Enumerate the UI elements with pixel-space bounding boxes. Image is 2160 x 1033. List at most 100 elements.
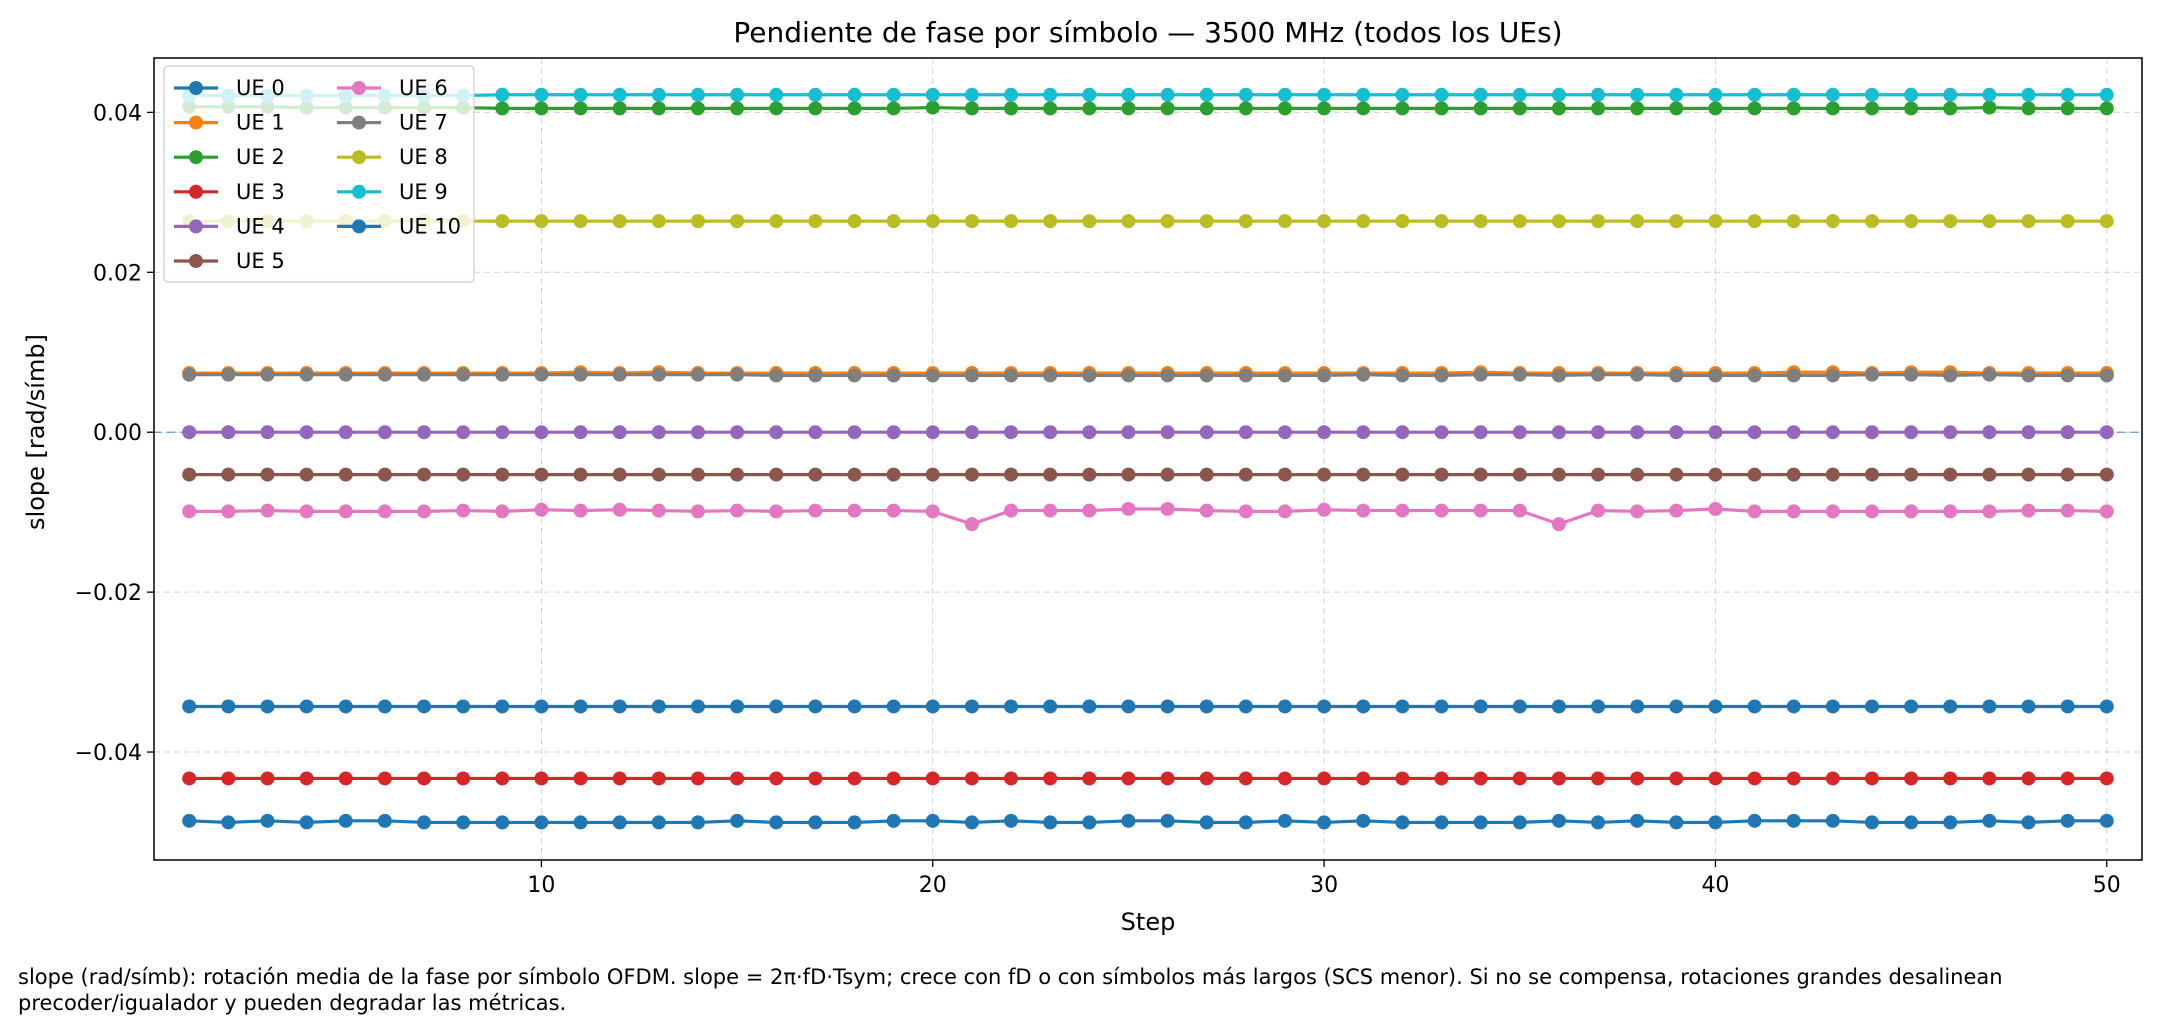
data-point <box>1825 699 1840 714</box>
data-point <box>2021 101 2036 116</box>
data-point <box>1043 771 1058 786</box>
legend-item: UE 5 <box>174 249 285 273</box>
data-point <box>964 101 979 116</box>
data-point <box>1238 368 1253 383</box>
data-point <box>612 214 627 229</box>
data-point <box>612 87 627 102</box>
data-point <box>1786 368 1801 383</box>
legend-label: UE 0 <box>236 76 285 100</box>
data-point <box>182 367 197 382</box>
data-point <box>1982 367 1997 382</box>
data-point <box>1512 503 1527 518</box>
data-point <box>456 367 471 382</box>
data-point <box>1512 87 1527 102</box>
data-point <box>612 771 627 786</box>
data-point <box>690 214 705 229</box>
series-line <box>189 93 2107 98</box>
data-point <box>1473 699 1488 714</box>
data-point <box>260 813 275 828</box>
data-point <box>1199 368 1214 383</box>
data-point <box>1708 815 1723 830</box>
data-point <box>2021 87 2036 102</box>
data-point <box>1082 771 1097 786</box>
y-tick-label: 0.00 <box>93 421 142 446</box>
data-point <box>2060 813 2075 828</box>
legend-swatch-marker <box>352 219 366 234</box>
data-point <box>1473 87 1488 102</box>
data-point <box>1082 368 1097 383</box>
data-point <box>651 214 666 229</box>
data-point <box>1160 101 1175 116</box>
data-point <box>1356 467 1371 482</box>
data-point <box>808 771 823 786</box>
data-point <box>1669 214 1684 229</box>
data-point <box>730 771 745 786</box>
legend-item: UE 1 <box>174 111 285 135</box>
data-point <box>847 368 862 383</box>
data-point <box>1669 368 1684 383</box>
data-point <box>1160 813 1175 828</box>
legend-label: UE 9 <box>399 180 448 204</box>
data-point <box>1669 503 1684 518</box>
data-point <box>2021 214 2036 229</box>
legend-label: UE 7 <box>399 111 448 135</box>
data-point <box>2021 699 2036 714</box>
data-point <box>2099 87 2114 102</box>
data-point <box>1943 425 1958 440</box>
data-point <box>2060 101 2075 116</box>
legend-label: UE 2 <box>236 145 285 169</box>
data-point <box>182 504 197 519</box>
series-ue-3 <box>182 771 2114 786</box>
data-point <box>1395 214 1410 229</box>
data-point <box>573 699 588 714</box>
data-point <box>2021 503 2036 518</box>
legend-item: UE 9 <box>337 180 448 204</box>
data-point <box>534 467 549 482</box>
data-point <box>221 467 236 482</box>
legend-label: UE 1 <box>236 111 285 135</box>
series-ue-6 <box>182 501 2114 532</box>
data-point <box>299 425 314 440</box>
data-point <box>1277 699 1292 714</box>
data-point <box>1395 87 1410 102</box>
data-point <box>925 100 940 115</box>
data-point <box>1473 771 1488 786</box>
data-point <box>886 101 901 116</box>
data-point <box>1199 425 1214 440</box>
data-point <box>1551 87 1566 102</box>
data-point <box>417 815 432 830</box>
data-point <box>1708 214 1723 229</box>
data-point <box>690 815 705 830</box>
data-point <box>1121 699 1136 714</box>
series-line <box>189 819 2107 825</box>
x-axis-label: Step <box>1121 908 1176 936</box>
data-point <box>769 504 784 519</box>
data-point <box>1004 425 1019 440</box>
data-point <box>1317 368 1332 383</box>
data-point <box>299 367 314 382</box>
series-line <box>189 373 2107 378</box>
data-point <box>651 87 666 102</box>
data-point <box>1825 771 1840 786</box>
data-point <box>2021 467 2036 482</box>
data-point <box>1551 467 1566 482</box>
data-point <box>1669 101 1684 116</box>
data-point <box>221 504 236 519</box>
data-point <box>1551 425 1566 440</box>
data-point <box>221 699 236 714</box>
data-point <box>1356 425 1371 440</box>
data-point <box>1747 504 1762 519</box>
data-point <box>456 699 471 714</box>
legend-swatch-marker <box>352 150 366 165</box>
data-point <box>1591 425 1606 440</box>
data-point <box>1199 87 1214 102</box>
data-point <box>1669 815 1684 830</box>
data-point <box>1434 815 1449 830</box>
data-point <box>2060 699 2075 714</box>
data-point <box>1786 214 1801 229</box>
data-point <box>573 503 588 518</box>
data-point <box>1043 87 1058 102</box>
data-point <box>338 367 353 382</box>
data-point <box>260 367 275 382</box>
data-point <box>1630 504 1645 519</box>
